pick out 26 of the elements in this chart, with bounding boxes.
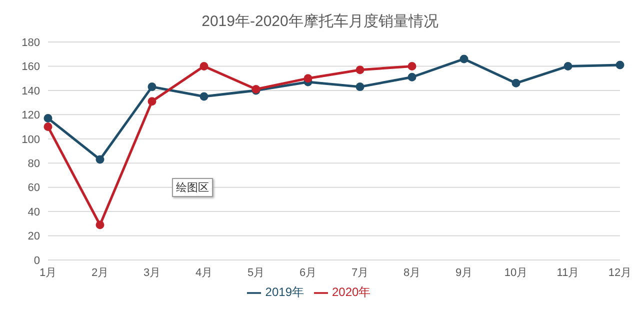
x-tick-label: 6月 <box>299 266 317 279</box>
y-tick-label: 20 <box>28 230 40 243</box>
y-tick-label: 100 <box>22 134 40 146</box>
x-tick-label: 5月 <box>247 266 265 279</box>
legend-label: 2020年 <box>332 285 371 299</box>
x-tick-label: 9月 <box>455 266 473 279</box>
annotation: 绘图区 <box>172 178 213 197</box>
y-tick-label: 180 <box>22 36 40 49</box>
x-tick-label: 12月 <box>608 266 632 279</box>
y-tick-label: 160 <box>22 61 40 74</box>
y-tick-label: 60 <box>28 182 40 194</box>
y-tick-label: 80 <box>28 158 40 170</box>
y-tick-label: 0 <box>34 254 40 267</box>
x-tick-label: 11月 <box>556 266 580 279</box>
x-tick-label: 7月 <box>351 266 369 279</box>
y-tick-label: 140 <box>22 85 40 98</box>
x-tick-label: 4月 <box>195 266 213 279</box>
x-tick-label: 2月 <box>91 266 109 279</box>
chart-title: 2019年-2020年摩托车月度销量情况 <box>200 12 440 32</box>
legend-label: 2019年 <box>265 285 304 299</box>
x-tick-label: 8月 <box>403 266 421 279</box>
x-tick-label: 10月 <box>504 266 528 279</box>
x-tick-label: 1月 <box>39 266 57 279</box>
x-tick-label: 3月 <box>143 266 161 279</box>
y-tick-label: 40 <box>28 206 40 218</box>
y-tick-label: 120 <box>22 110 40 122</box>
